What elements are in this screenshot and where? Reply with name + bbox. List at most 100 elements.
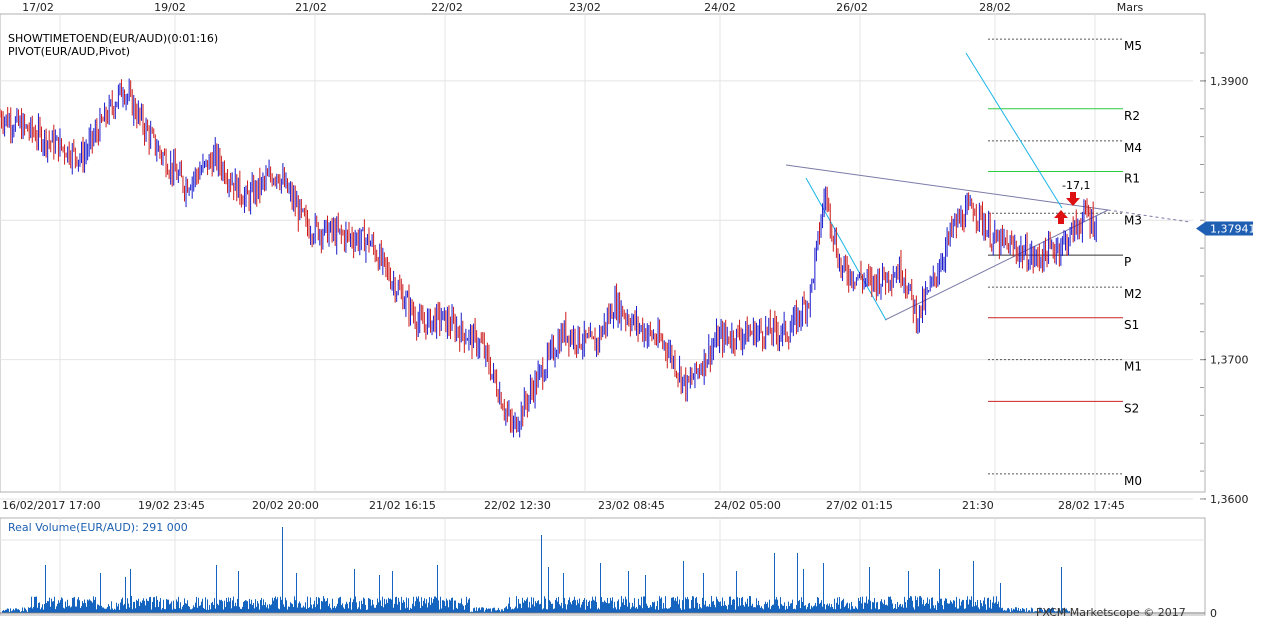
- volume-bar: [125, 577, 126, 613]
- volume-bar: [175, 609, 176, 613]
- volume-bar: [328, 606, 329, 613]
- volume-bar: [556, 597, 557, 613]
- volume-bar: [486, 607, 487, 613]
- signal-arrow-up-icon[interactable]: [1054, 210, 1068, 224]
- volume-bar: [151, 609, 152, 613]
- volume-bar: [33, 606, 34, 613]
- volume-bar: [1025, 611, 1026, 613]
- volume-bar: [238, 571, 239, 613]
- volume-bar: [873, 602, 874, 613]
- volume-bar: [722, 597, 723, 613]
- volume-bar: [854, 608, 855, 613]
- volume-bar: [812, 607, 813, 613]
- volume-bar: [600, 563, 601, 613]
- volume-bar: [13, 608, 14, 613]
- volume-bar: [379, 575, 380, 613]
- volume-bar: [177, 601, 178, 613]
- volume-bar: [211, 602, 212, 613]
- volume-bar: [728, 604, 729, 613]
- volume-bar: [345, 604, 346, 613]
- volume-bar: [634, 598, 635, 613]
- volume-bar: [200, 605, 201, 613]
- volume-bar: [532, 604, 533, 613]
- main-plot-area[interactable]: [0, 13, 1206, 493]
- volume-bar: [1022, 607, 1023, 613]
- indicator-label-1: SHOWTIMETOEND(EUR/AUD)(0:01:16): [8, 32, 218, 45]
- volume-bar: [673, 597, 674, 613]
- volume-bar: [562, 608, 563, 613]
- volume-bar: [25, 608, 26, 613]
- volume-bar: [927, 597, 928, 613]
- volume-bar: [595, 596, 596, 613]
- volume-bar: [1044, 609, 1045, 613]
- volume-bar: [833, 608, 834, 613]
- volume-bar: [606, 602, 607, 613]
- volume-bar: [1009, 609, 1010, 613]
- volume-bar: [1026, 608, 1027, 613]
- volume-bar: [523, 602, 524, 613]
- volume-bar: [375, 607, 376, 613]
- volume-bar: [931, 597, 932, 613]
- volume-bar: [382, 596, 383, 613]
- volume-bar: [574, 596, 575, 613]
- volume-bar: [701, 608, 702, 613]
- volume-bar: [350, 597, 351, 613]
- volume-bar: [207, 599, 208, 613]
- volume-bar: [787, 608, 788, 613]
- volume-bar: [590, 608, 591, 613]
- volume-bar: [511, 609, 512, 613]
- volume-bar: [303, 605, 304, 613]
- volume-bar: [24, 607, 25, 613]
- volume-bar: [652, 601, 653, 613]
- volume-bar: [581, 604, 582, 613]
- volume-bar: [899, 604, 900, 613]
- bottom-time-label: 22/02 12:30: [484, 499, 551, 512]
- volume-bar: [1054, 611, 1055, 613]
- volume-bar: [623, 598, 624, 613]
- signal-arrow-down-icon[interactable]: [1066, 192, 1080, 206]
- volume-bar: [5, 609, 6, 613]
- volume-bar: [699, 603, 700, 613]
- volume-bar: [458, 602, 459, 613]
- volume-bar: [1029, 610, 1030, 613]
- volume-bar: [142, 600, 143, 613]
- volume-bar: [293, 607, 294, 613]
- volume-bar: [714, 604, 715, 613]
- volume-bar: [168, 599, 169, 613]
- volume-bar: [425, 603, 426, 613]
- volume-bar: [35, 596, 36, 613]
- volume-bar: [421, 597, 422, 613]
- volume-panel[interactable]: [0, 517, 1206, 616]
- volume-bar: [14, 610, 15, 613]
- volume-bar: [1053, 608, 1054, 613]
- volume-bar: [506, 606, 507, 613]
- pivot-label-m2: M2: [1124, 287, 1142, 301]
- volume-bar: [973, 561, 974, 613]
- volume-bar: [102, 607, 103, 613]
- volume-bar: [116, 602, 117, 613]
- volume-bar: [467, 602, 468, 613]
- volume-bar: [454, 600, 455, 613]
- volume-bar: [1058, 609, 1059, 613]
- volume-bar: [1062, 608, 1063, 613]
- volume-bar: [895, 604, 896, 613]
- volume-bar: [822, 606, 823, 613]
- volume-bar: [640, 605, 641, 613]
- volume-bar: [531, 597, 532, 613]
- volume-bar: [373, 604, 374, 613]
- volume-bar: [459, 603, 460, 613]
- volume-bar: [569, 597, 570, 613]
- volume-bar: [260, 600, 261, 613]
- volume-bar: [803, 569, 804, 613]
- volume-bar: [352, 602, 353, 613]
- volume-bar: [937, 601, 938, 613]
- volume-bar: [905, 602, 906, 613]
- volume-bar: [612, 597, 613, 613]
- volume-bar: [362, 604, 363, 613]
- volume-bar: [1003, 610, 1004, 613]
- grid-lines: [0, 14, 1193, 500]
- volume-bar: [1037, 610, 1038, 613]
- volume-bar: [323, 596, 324, 613]
- volume-bar: [162, 607, 163, 613]
